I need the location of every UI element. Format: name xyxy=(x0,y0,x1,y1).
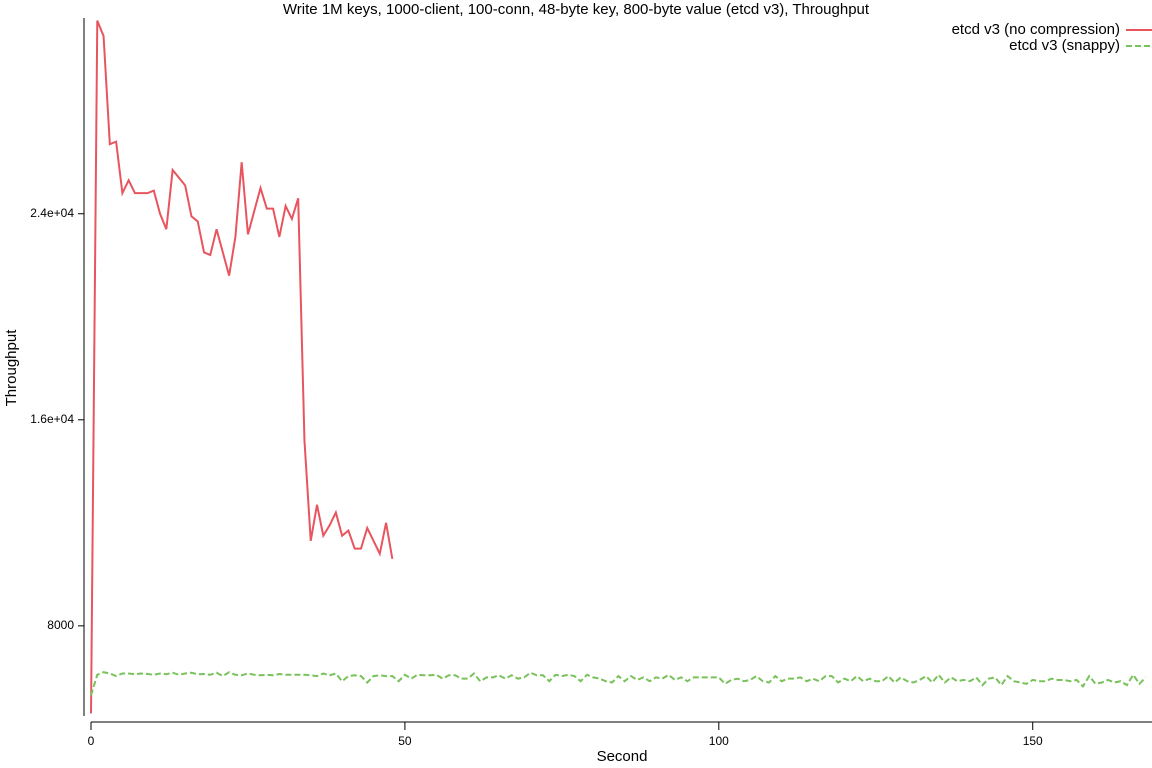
y-tick-label: 2.4e+04 xyxy=(30,206,74,220)
chart-title: Write 1M keys, 1000-client, 100-conn, 48… xyxy=(283,1,870,18)
series-line xyxy=(90,20,394,714)
series-line xyxy=(90,671,1147,696)
x-tick-label: 100 xyxy=(709,734,729,748)
y-tick-label: 1.6e+04 xyxy=(30,412,74,426)
x-axis-label: Second xyxy=(597,748,648,765)
y-axis-label: Throughput xyxy=(3,329,20,407)
legend-label: etcd v3 (snappy) xyxy=(1009,37,1120,54)
x-tick-label: 150 xyxy=(1023,734,1043,748)
x-tick-label: 50 xyxy=(398,734,412,748)
legend-label: etcd v3 (no compression) xyxy=(952,21,1120,38)
y-tick-label: 8000 xyxy=(47,618,74,632)
x-tick-label: 0 xyxy=(88,734,95,748)
